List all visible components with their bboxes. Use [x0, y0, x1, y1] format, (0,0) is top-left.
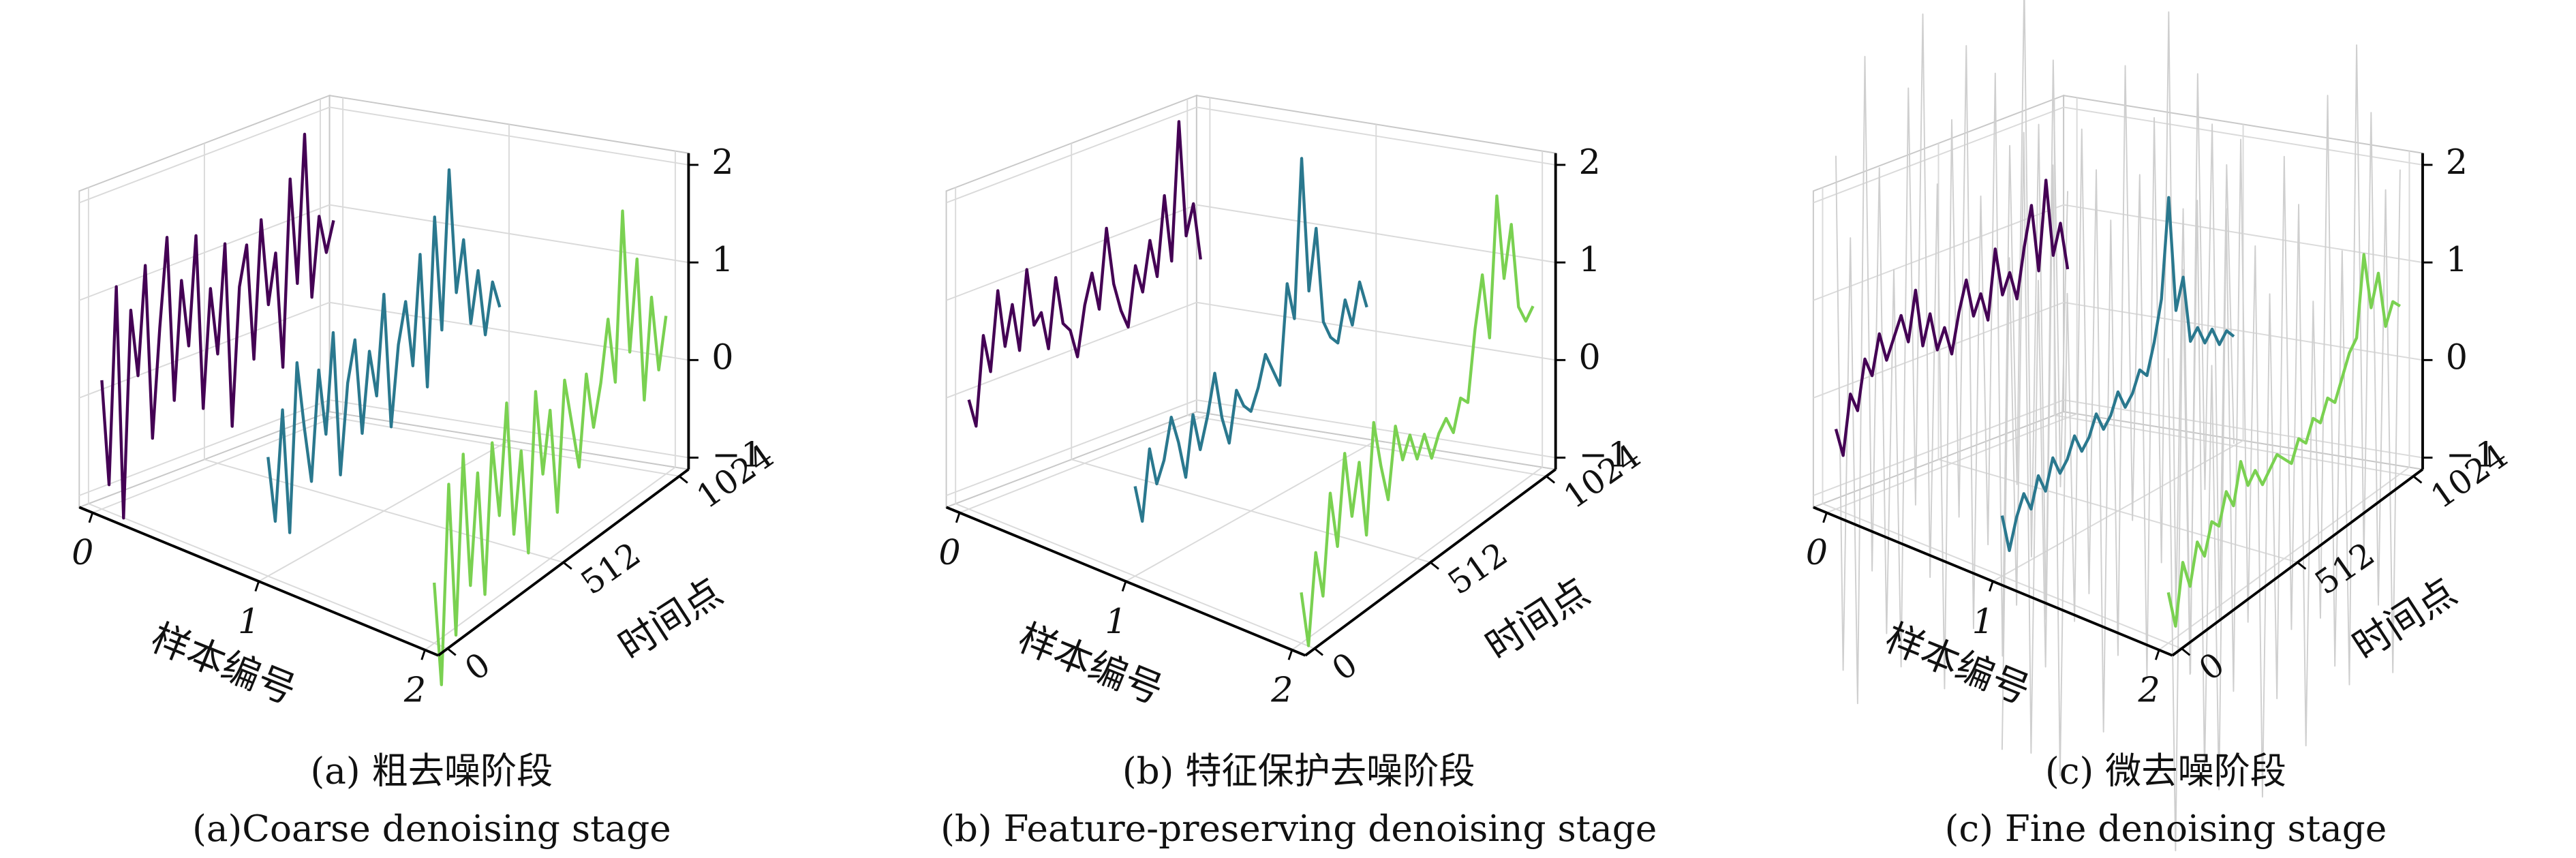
- caption-en: (b) Feature-preserving denoising stage: [940, 808, 1657, 850]
- grid-line: [320, 414, 679, 477]
- sample-tick-label: 1: [1972, 601, 1994, 641]
- caption-cn: (a) 粗去噪阶段: [310, 750, 553, 792]
- tick-mark: [1822, 512, 1828, 523]
- z-tick-label: −1: [1579, 435, 1630, 475]
- time-axis-label: 时间点: [1478, 570, 1597, 669]
- series-line: [100, 132, 335, 520]
- tick-mark: [1546, 475, 1556, 484]
- series-line: [1133, 157, 1368, 523]
- z-tick-label: 0: [2446, 337, 2468, 377]
- tick-mark: [420, 649, 426, 660]
- tick-mark: [2412, 475, 2423, 484]
- series-line: [1834, 179, 2070, 457]
- sample-tick-label: 2: [1270, 670, 1293, 710]
- caption-cn: (c) 微去噪阶段: [2045, 750, 2286, 792]
- time-tick-label: 0: [1325, 645, 1364, 689]
- caption-cn: (b) 特征保护去噪阶段: [1122, 750, 1475, 792]
- caption-en: (a)Coarse denoising stage: [192, 808, 671, 850]
- series-line: [2166, 253, 2402, 628]
- series-line: [266, 168, 502, 534]
- grid-line: [1938, 459, 2298, 564]
- z-tick-label: 2: [711, 142, 733, 182]
- z-tick-label: 2: [1579, 142, 1601, 182]
- tick-mark: [1314, 647, 1323, 656]
- tick-mark: [1121, 581, 1127, 592]
- sample-axis-label: 样本编号: [1012, 615, 1169, 714]
- sample-axis-label: 样本编号: [145, 615, 302, 714]
- series-line: [967, 120, 1202, 428]
- grid-line: [955, 503, 1315, 649]
- sample-tick-label: 1: [238, 601, 260, 641]
- caption-en: (c) Fine denoising stage: [1945, 808, 2387, 850]
- sample-tick-label: 2: [403, 670, 426, 710]
- z-tick-label: 0: [711, 337, 733, 377]
- sample-tick-label: 2: [2138, 670, 2160, 710]
- series-line: [2000, 196, 2235, 553]
- z-tick-label: 1: [711, 239, 733, 279]
- grid-line: [1071, 459, 1431, 564]
- sample-tick-label: 0: [938, 532, 960, 572]
- time-axis-label: 时间点: [2345, 570, 2464, 669]
- tick-mark: [678, 475, 688, 484]
- tick-mark: [1989, 581, 1994, 592]
- tick-mark: [2154, 649, 2160, 660]
- tick-mark: [88, 512, 94, 523]
- tick-mark: [446, 647, 457, 656]
- tick-mark: [1430, 562, 1440, 570]
- grid-line: [1187, 414, 1547, 477]
- series-line: [1300, 194, 1535, 647]
- sample-tick-label: 0: [1806, 532, 1828, 572]
- z-tick-label: 1: [2446, 239, 2468, 279]
- z-tick-label: −1: [2446, 435, 2497, 475]
- time-axis-label: 时间点: [611, 570, 730, 669]
- z-tick-label: −1: [711, 435, 763, 475]
- sample-tick-label: 1: [1105, 601, 1126, 641]
- z-tick-label: 2: [2446, 142, 2468, 182]
- z-tick-label: 0: [1579, 337, 1601, 377]
- tick-mark: [955, 512, 961, 523]
- series-line: [2167, 44, 2401, 852]
- series-line: [2001, 11, 2235, 777]
- z-tick-label: 1: [1579, 239, 1601, 279]
- series-line: [1835, 0, 2069, 705]
- grid-line: [88, 503, 448, 649]
- series-line: [433, 209, 668, 686]
- sample-tick-label: 0: [72, 532, 93, 572]
- tick-mark: [2181, 647, 2191, 656]
- grid-line: [204, 459, 564, 564]
- tick-mark: [1287, 649, 1293, 660]
- tick-mark: [562, 562, 572, 570]
- sample-axis-label: 样本编号: [1879, 615, 2036, 714]
- time-tick-label: 0: [2192, 645, 2231, 689]
- tick-mark: [2297, 562, 2307, 570]
- tick-mark: [254, 581, 260, 592]
- time-tick-label: 0: [458, 645, 497, 689]
